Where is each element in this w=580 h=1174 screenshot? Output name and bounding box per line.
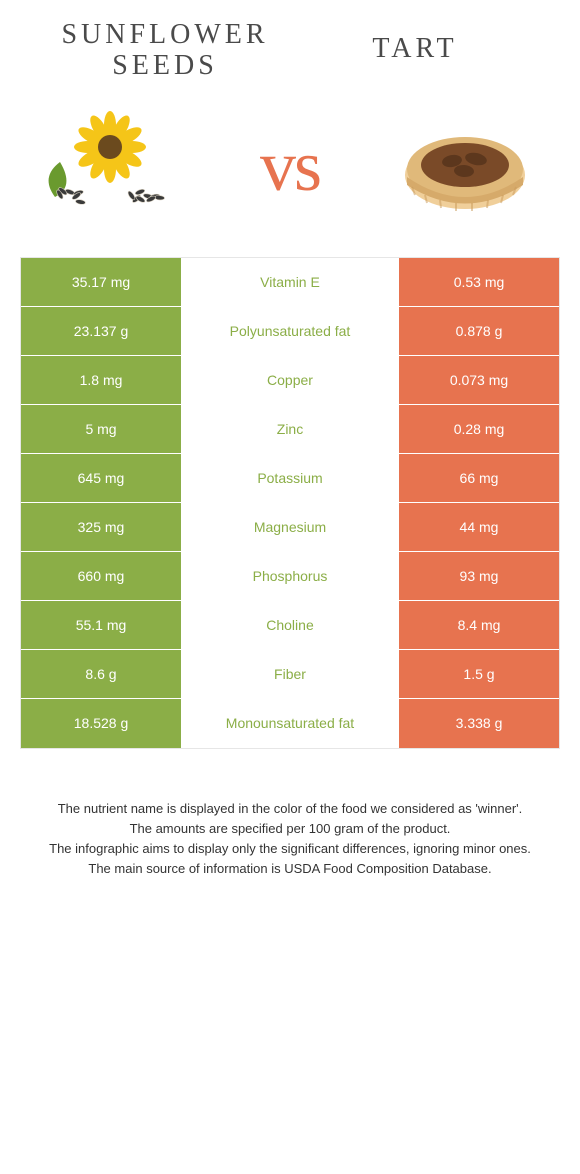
left-value: 55.1 mg — [21, 601, 181, 649]
right-value: 0.878 g — [399, 307, 559, 355]
tart-image — [380, 107, 550, 227]
right-value: 93 mg — [399, 552, 559, 600]
nutrient-name: Choline — [181, 601, 399, 649]
table-row: 8.6 gFiber1.5 g — [21, 650, 559, 699]
table-row: 55.1 mgCholine8.4 mg — [21, 601, 559, 650]
left-value: 645 mg — [21, 454, 181, 502]
footer-line-1: The nutrient name is displayed in the co… — [30, 799, 550, 819]
table-row: 35.17 mgVitamin E0.53 mg — [21, 258, 559, 307]
sunflower-seeds-image — [30, 107, 200, 227]
right-value: 0.53 mg — [399, 258, 559, 306]
table-row: 325 mgMagnesium44 mg — [21, 503, 559, 552]
footer-line-3: The infographic aims to display only the… — [30, 839, 550, 859]
left-value: 8.6 g — [21, 650, 181, 698]
nutrient-name: Zinc — [181, 405, 399, 453]
left-value: 35.17 mg — [21, 258, 181, 306]
header: SUNFLOWER SEEDS TART — [0, 0, 580, 82]
left-value: 5 mg — [21, 405, 181, 453]
table-row: 5 mgZinc0.28 mg — [21, 405, 559, 454]
left-value: 1.8 mg — [21, 356, 181, 404]
nutrient-name: Phosphorus — [181, 552, 399, 600]
right-value: 0.073 mg — [399, 356, 559, 404]
footer-line-2: The amounts are specified per 100 gram o… — [30, 819, 550, 839]
right-value: 66 mg — [399, 454, 559, 502]
nutrient-table: 35.17 mgVitamin E0.53 mg23.137 gPolyunsa… — [20, 257, 560, 749]
left-value: 325 mg — [21, 503, 181, 551]
left-value: 660 mg — [21, 552, 181, 600]
nutrient-name: Fiber — [181, 650, 399, 698]
left-value: 18.528 g — [21, 699, 181, 748]
right-value: 1.5 g — [399, 650, 559, 698]
nutrient-name: Polyunsaturated fat — [181, 307, 399, 355]
header-right-title: TART — [290, 20, 540, 82]
vs-label: vs — [260, 125, 320, 208]
footer-notes: The nutrient name is displayed in the co… — [0, 749, 580, 880]
right-value: 8.4 mg — [399, 601, 559, 649]
left-value: 23.137 g — [21, 307, 181, 355]
table-row: 18.528 gMonounsaturated fat3.338 g — [21, 699, 559, 748]
nutrient-name: Copper — [181, 356, 399, 404]
table-row: 1.8 mgCopper0.073 mg — [21, 356, 559, 405]
nutrient-name: Monounsaturated fat — [181, 699, 399, 748]
table-row: 23.137 gPolyunsaturated fat0.878 g — [21, 307, 559, 356]
table-row: 645 mgPotassium66 mg — [21, 454, 559, 503]
nutrient-name: Potassium — [181, 454, 399, 502]
right-value: 3.338 g — [399, 699, 559, 748]
hero-row: vs — [0, 82, 580, 257]
right-value: 0.28 mg — [399, 405, 559, 453]
nutrient-name: Magnesium — [181, 503, 399, 551]
right-value: 44 mg — [399, 503, 559, 551]
nutrient-name: Vitamin E — [181, 258, 399, 306]
header-left-title: SUNFLOWER SEEDS — [40, 20, 290, 82]
footer-line-4: The main source of information is USDA F… — [30, 859, 550, 879]
table-row: 660 mgPhosphorus93 mg — [21, 552, 559, 601]
